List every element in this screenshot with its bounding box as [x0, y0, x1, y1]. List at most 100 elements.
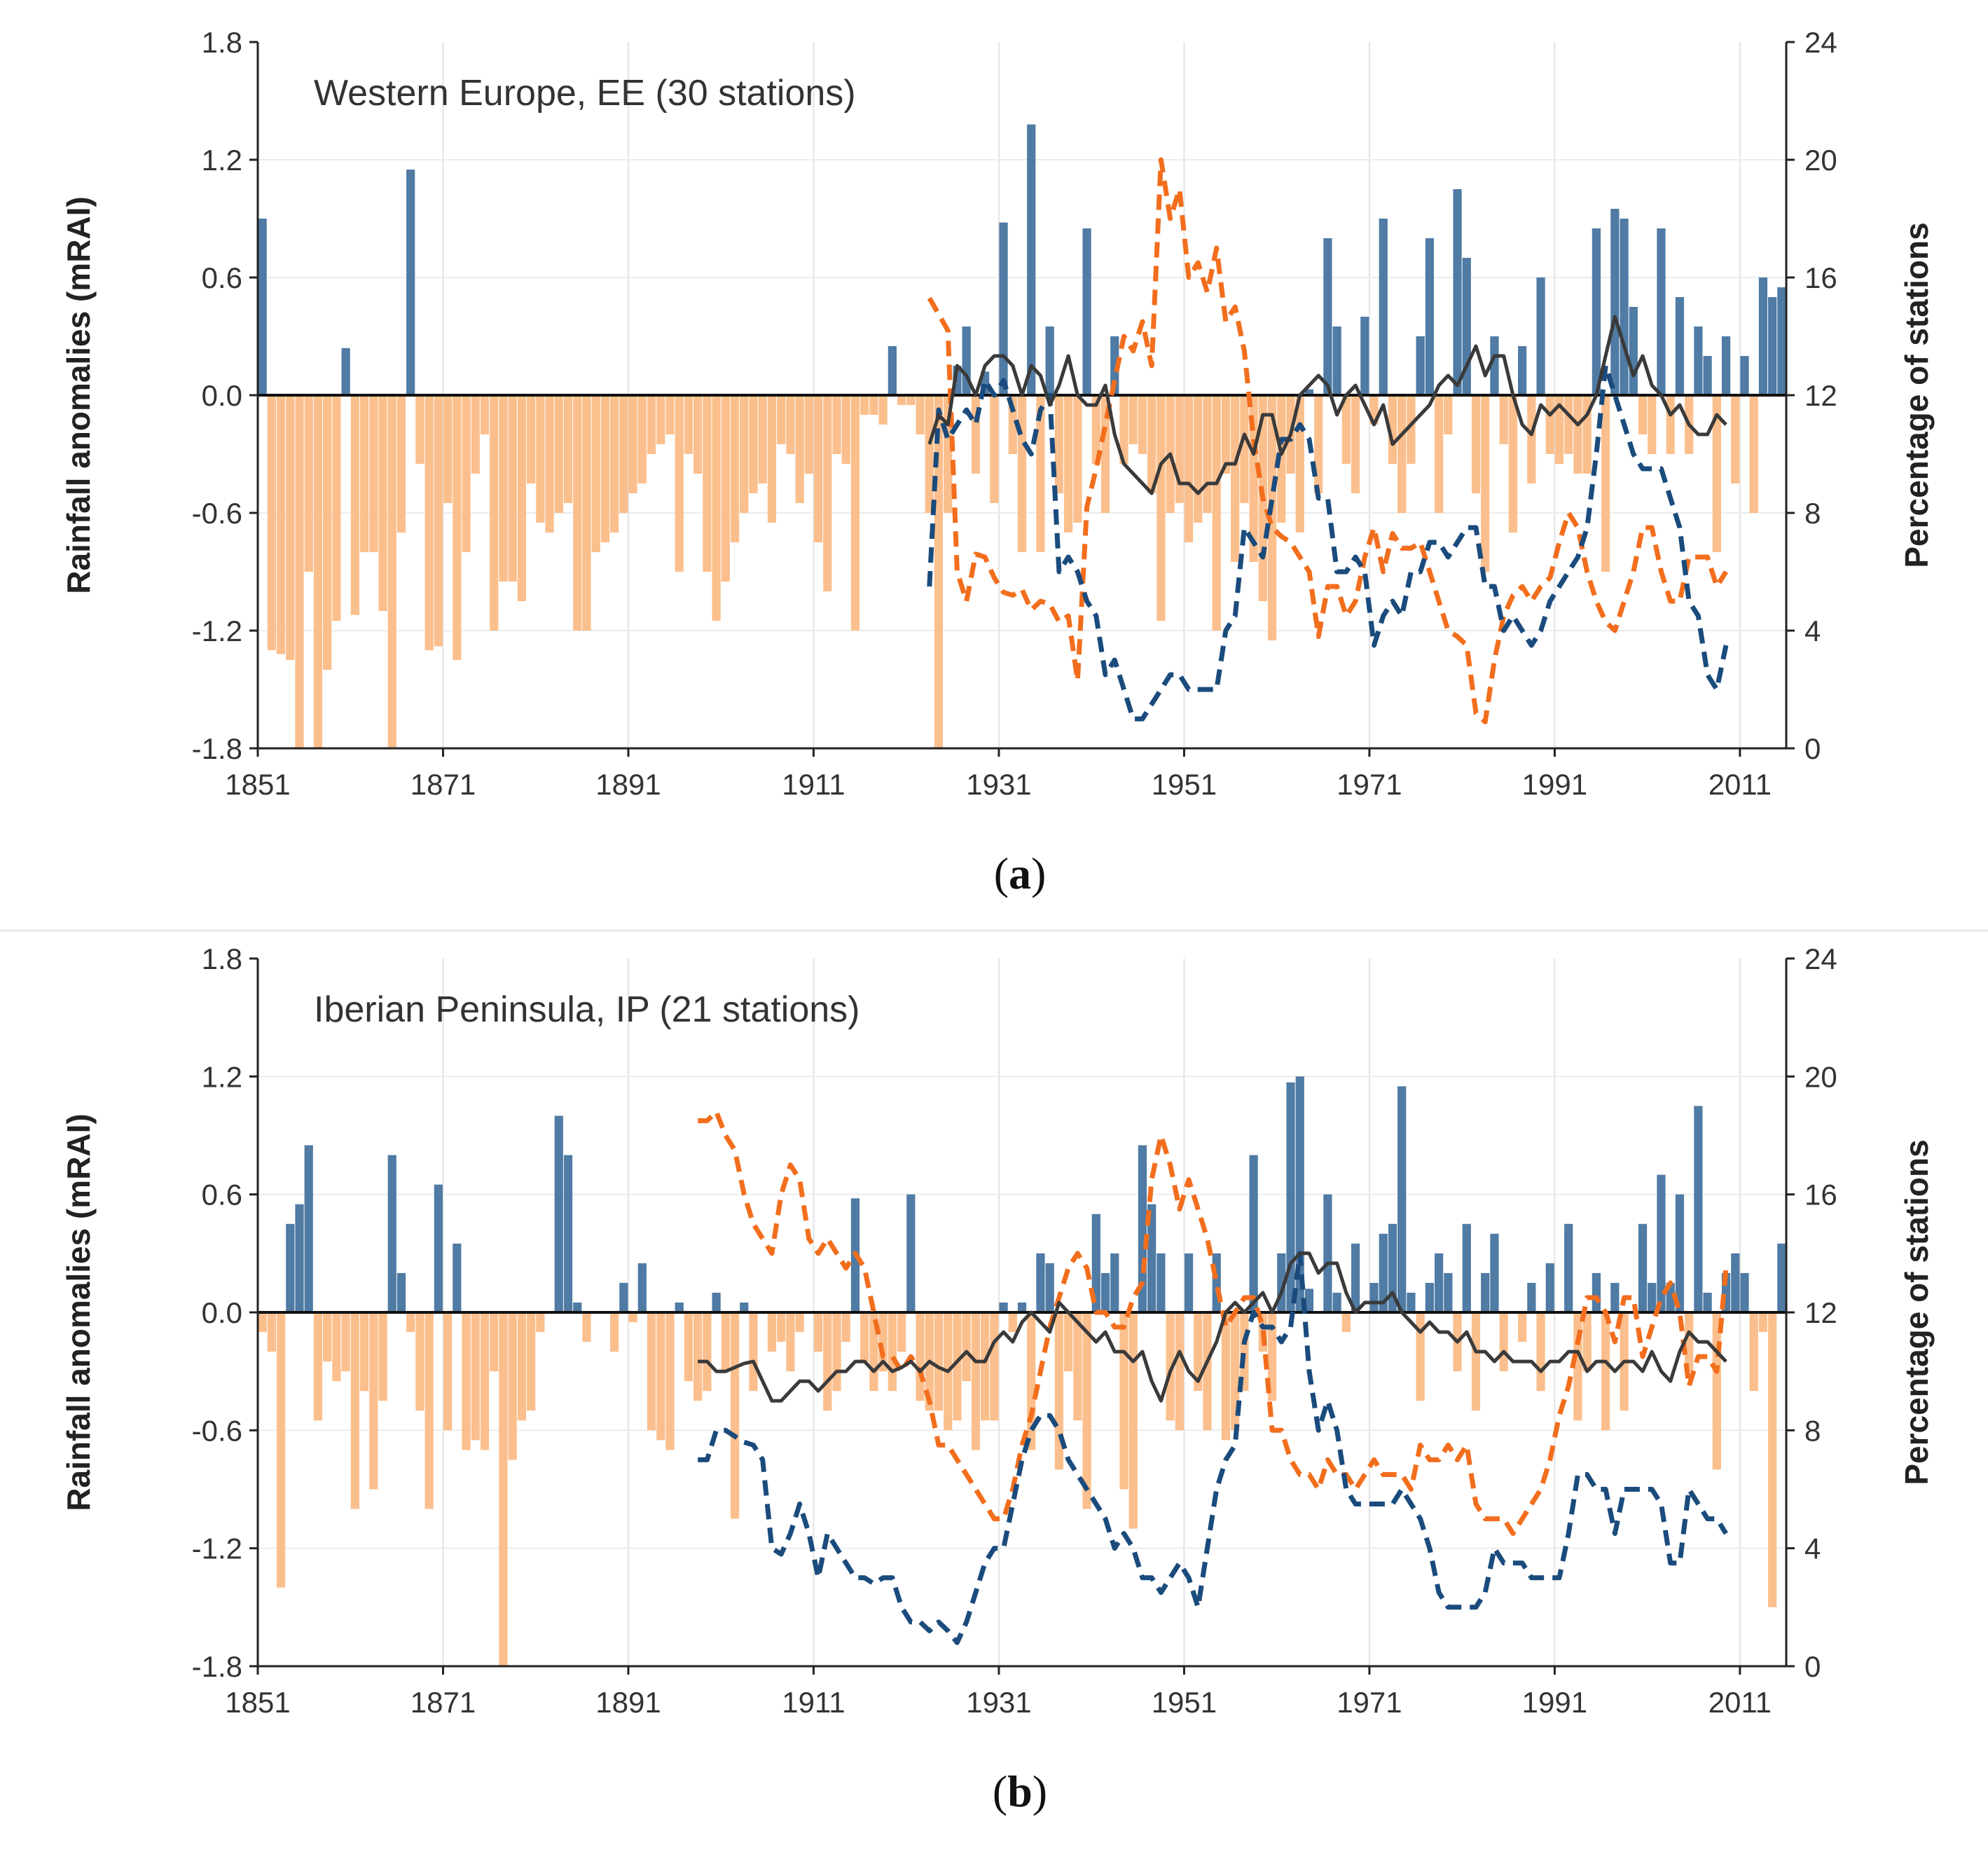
- anomaly-bar: [619, 395, 628, 513]
- right-tick-label: 8: [1804, 1414, 1821, 1447]
- anomaly-bar: [573, 1302, 582, 1312]
- anomaly-bar: [1545, 1263, 1554, 1312]
- anomaly-bar: [916, 1312, 925, 1401]
- anomaly-bar: [813, 395, 823, 542]
- anomaly-bar: [1499, 395, 1508, 444]
- anomaly-bar: [1397, 1086, 1407, 1312]
- anomaly-bar: [1425, 1282, 1434, 1312]
- anomaly-bar: [323, 1312, 332, 1362]
- anomaly-bar: [1481, 395, 1490, 572]
- anomaly-bar: [740, 1302, 749, 1312]
- anomaly-bar: [758, 395, 767, 483]
- left-tick-labels: 1.8 1.2 0.6 0.0 -0.6 -1.2 -1.8: [192, 26, 258, 765]
- anomaly-bar: [703, 1312, 712, 1392]
- anomaly-bar: [1731, 395, 1740, 483]
- anomaly-bar: [304, 1145, 313, 1312]
- anomaly-bar: [749, 395, 758, 493]
- anomaly-bar: [1462, 1223, 1471, 1312]
- anomaly-bars: [258, 1076, 1786, 1666]
- anomaly-bar: [610, 1312, 619, 1352]
- anomaly-bar: [656, 395, 665, 444]
- anomaly-bar: [1638, 1223, 1648, 1312]
- anomaly-bar: [1304, 1289, 1314, 1312]
- anomaly-bar: [499, 395, 508, 582]
- anomaly-bar: [1332, 327, 1341, 395]
- anomaly-bar: [1508, 395, 1517, 533]
- wet-percentage-line: [698, 1251, 1728, 1645]
- anomaly-bar: [490, 395, 499, 631]
- x-tick-label: 1911: [782, 1686, 845, 1719]
- x-tick-label: 1951: [1152, 768, 1217, 801]
- anomaly-bar: [1286, 1082, 1295, 1312]
- anomaly-bar: [860, 1312, 869, 1362]
- anomaly-bar: [962, 1312, 971, 1382]
- anomaly-bar: [1527, 395, 1536, 483]
- anomaly-bar: [332, 1312, 341, 1382]
- anomaly-bar: [1517, 1312, 1527, 1342]
- anomaly-bar: [453, 395, 462, 660]
- anomaly-bar: [323, 395, 332, 670]
- anomaly-bar: [1203, 395, 1212, 513]
- x-tick-label: 1851: [225, 768, 290, 801]
- anomaly-bar: [925, 395, 934, 513]
- anomaly-bar: [1610, 1282, 1620, 1312]
- x-tick-labels: 1851 1871 1891 1911 1931 1951 1971 1991 2011: [225, 1666, 1772, 1719]
- anomaly-bar: [1100, 395, 1110, 513]
- x-tick-label: 1991: [1522, 768, 1587, 801]
- anomaly-bar: [350, 395, 359, 615]
- anomaly-bar: [1740, 356, 1749, 395]
- anomaly-bar: [1517, 346, 1527, 395]
- anomaly-bar: [415, 1312, 424, 1411]
- anomaly-bar: [313, 1312, 323, 1421]
- anomaly-bar: [1694, 1106, 1703, 1312]
- anomaly-bar: [276, 1312, 286, 1588]
- anomaly-bar: [804, 395, 813, 474]
- panel-title: Iberian Peninsula, IP (21 stations): [314, 989, 860, 1030]
- anomaly-bar: [693, 395, 703, 474]
- anomaly-bar: [1675, 1194, 1685, 1312]
- anomaly-bar: [1434, 395, 1444, 513]
- anomaly-bar: [1110, 1253, 1119, 1312]
- anomaly-bar: [1175, 395, 1184, 503]
- anomaly-bar: [1017, 1302, 1027, 1312]
- anomaly-bar: [527, 1312, 536, 1411]
- anomaly-bar: [813, 1312, 823, 1352]
- right-tick-label: 4: [1804, 1532, 1821, 1565]
- anomaly-bar: [415, 395, 424, 464]
- anomaly-bar: [1054, 1312, 1064, 1470]
- anomaly-bar: [675, 1302, 684, 1312]
- anomaly-bar: [777, 1312, 786, 1342]
- anomaly-bar: [1731, 1253, 1740, 1312]
- right-tick-label: 16: [1804, 261, 1837, 294]
- anomaly-bar: [628, 395, 637, 493]
- anomaly-bar: [359, 395, 369, 552]
- anomaly-bar: [1758, 277, 1768, 395]
- anomaly-bar: [480, 1312, 490, 1450]
- anomaly-bar: [841, 395, 850, 464]
- anomaly-bar: [1490, 336, 1499, 395]
- anomaly-bar: [1221, 395, 1231, 474]
- anomaly-bar: [258, 1312, 267, 1333]
- anomaly-bar: [396, 1272, 406, 1312]
- anomaly-bar: [878, 395, 888, 425]
- right-tick-labels: 24 20 16 12 8 4 0: [1786, 942, 1837, 1683]
- anomaly-bar: [378, 395, 387, 611]
- anomaly-bar: [1369, 1282, 1379, 1312]
- right-tick-label: 0: [1804, 1650, 1821, 1683]
- anomaly-bar: [934, 395, 944, 748]
- anomaly-bar: [1221, 1312, 1231, 1441]
- anomaly-bar: [1036, 395, 1045, 552]
- anomaly-bar: [1147, 1204, 1157, 1312]
- dry-percentage-line: [927, 157, 1728, 724]
- anomaly-bar: [1166, 1312, 1175, 1421]
- anomaly-bar: [369, 1312, 378, 1490]
- anomaly-bar: [1481, 1272, 1490, 1312]
- anomaly-bar: [1008, 1312, 1017, 1333]
- anomaly-bar: [517, 1312, 527, 1421]
- anomaly-bar: [582, 1312, 591, 1342]
- anomaly-bar: [971, 395, 980, 474]
- anomaly-bar: [1388, 1223, 1397, 1312]
- x-tick-label: 2011: [1709, 768, 1772, 801]
- anomaly-bar: [1554, 395, 1564, 464]
- anomaly-bar: [378, 1312, 387, 1401]
